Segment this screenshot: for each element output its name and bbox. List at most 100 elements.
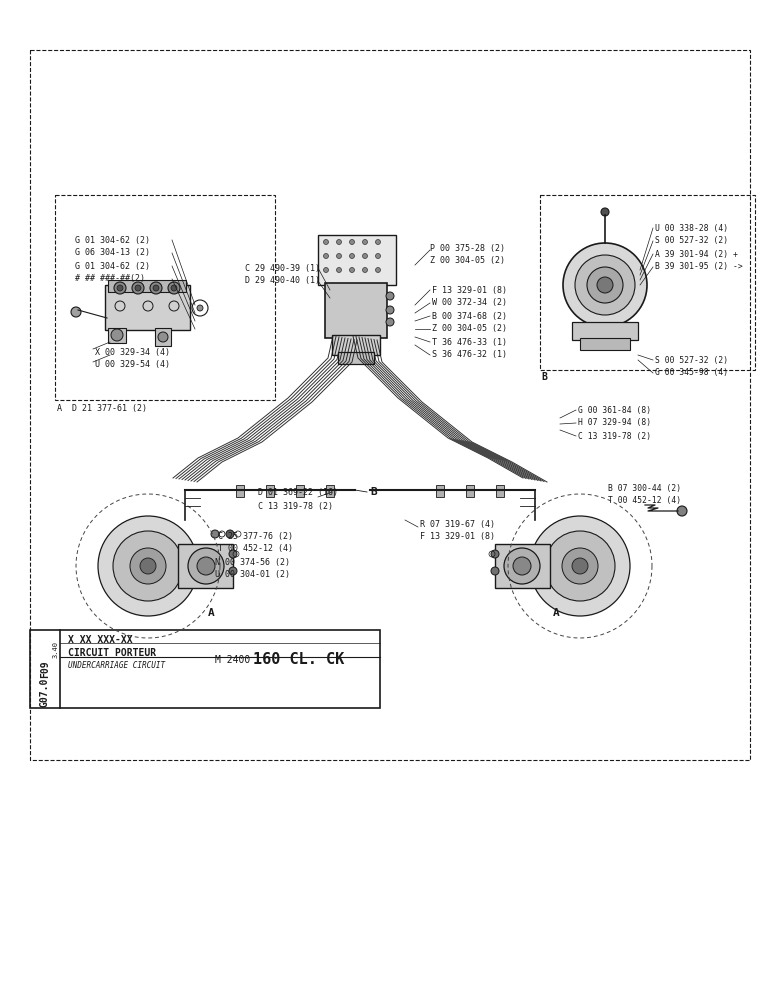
Text: UNDERCARRIAGE CIRCUIT: UNDERCARRIAGE CIRCUIT xyxy=(68,662,165,670)
Text: # ## ###-##(2): # ## ###-##(2) xyxy=(75,274,145,284)
Text: X 00 329-34 (4): X 00 329-34 (4) xyxy=(95,348,170,357)
Text: R 07 319-67 (4): R 07 319-67 (4) xyxy=(420,520,495,528)
Text: F 13 329-01 (8): F 13 329-01 (8) xyxy=(432,286,507,294)
Circle shape xyxy=(350,253,354,258)
Circle shape xyxy=(226,530,234,538)
Text: T 00 452-12 (4): T 00 452-12 (4) xyxy=(608,496,681,506)
Circle shape xyxy=(171,285,177,291)
Text: U 00 338-28 (4): U 00 338-28 (4) xyxy=(655,224,728,232)
Bar xyxy=(236,485,244,497)
Circle shape xyxy=(117,285,123,291)
Bar xyxy=(318,235,396,285)
Text: B 39 301-95 (2) ->: B 39 301-95 (2) -> xyxy=(655,262,743,271)
Bar xyxy=(30,630,380,708)
Text: D 01 369-22 (16): D 01 369-22 (16) xyxy=(258,488,338,497)
Text: 3.40: 3.40 xyxy=(53,642,59,658)
Text: X XX XXX-XX: X XX XXX-XX xyxy=(68,635,133,645)
Circle shape xyxy=(188,548,224,584)
Circle shape xyxy=(337,253,341,258)
Circle shape xyxy=(211,530,219,538)
Text: F 13 329-01 (8): F 13 329-01 (8) xyxy=(420,532,495,542)
Circle shape xyxy=(375,239,381,244)
Circle shape xyxy=(197,305,203,311)
Bar xyxy=(540,195,755,370)
Bar xyxy=(108,328,126,343)
Circle shape xyxy=(337,267,341,272)
Circle shape xyxy=(323,239,329,244)
Circle shape xyxy=(130,548,166,584)
Circle shape xyxy=(375,267,381,272)
Circle shape xyxy=(545,531,615,601)
Text: G 00 361-84 (8): G 00 361-84 (8) xyxy=(578,406,651,414)
Circle shape xyxy=(601,208,609,216)
Circle shape xyxy=(229,567,237,575)
Text: A: A xyxy=(553,608,560,618)
Text: P 00 375-28 (2): P 00 375-28 (2) xyxy=(430,243,505,252)
Circle shape xyxy=(135,285,141,291)
Text: N 00 374-56 (2): N 00 374-56 (2) xyxy=(215,558,290,566)
Circle shape xyxy=(587,267,623,303)
Bar xyxy=(580,338,630,350)
Text: S 00 527-32 (2): S 00 527-32 (2) xyxy=(655,236,728,245)
Text: G07.0: G07.0 xyxy=(40,677,50,707)
Bar xyxy=(178,544,233,588)
Text: A: A xyxy=(208,608,215,618)
Circle shape xyxy=(386,318,394,326)
Bar xyxy=(325,283,387,338)
Text: A  D 21 377-61 (2): A D 21 377-61 (2) xyxy=(57,403,147,412)
Circle shape xyxy=(111,329,123,341)
Circle shape xyxy=(575,255,635,315)
Circle shape xyxy=(572,558,588,574)
Circle shape xyxy=(513,557,531,575)
Text: S 36 476-32 (1): S 36 476-32 (1) xyxy=(432,351,507,360)
Circle shape xyxy=(563,243,647,327)
Text: B 07 300-44 (2): B 07 300-44 (2) xyxy=(608,484,681,492)
Circle shape xyxy=(113,531,183,601)
Text: U 00 329-54 (4): U 00 329-54 (4) xyxy=(95,360,170,369)
Circle shape xyxy=(363,267,367,272)
Bar xyxy=(55,195,275,400)
Bar xyxy=(30,50,750,760)
Circle shape xyxy=(132,282,144,294)
Text: S 00 527-32 (2): S 00 527-32 (2) xyxy=(655,356,728,364)
Bar xyxy=(296,485,304,497)
Circle shape xyxy=(491,550,499,558)
Circle shape xyxy=(562,548,598,584)
Circle shape xyxy=(323,253,329,258)
Text: H 07 329-94 (8): H 07 329-94 (8) xyxy=(578,418,651,428)
Text: Z 00 304-05 (2): Z 00 304-05 (2) xyxy=(432,324,507,334)
Bar xyxy=(266,485,274,497)
Bar xyxy=(326,485,334,497)
Text: B: B xyxy=(370,487,377,497)
Circle shape xyxy=(363,239,367,244)
Circle shape xyxy=(71,307,81,317)
Bar xyxy=(436,485,444,497)
Text: F09: F09 xyxy=(40,660,50,678)
Bar xyxy=(338,352,374,364)
Text: C 13 319-78 (2): C 13 319-78 (2) xyxy=(578,432,651,440)
Circle shape xyxy=(168,282,180,294)
Circle shape xyxy=(323,267,329,272)
Bar xyxy=(105,285,190,330)
Circle shape xyxy=(153,285,159,291)
Bar xyxy=(496,485,504,497)
Text: U 00 304-01 (2): U 00 304-01 (2) xyxy=(215,570,290,580)
Text: C 29 490-39 (1): C 29 490-39 (1) xyxy=(245,263,320,272)
Bar xyxy=(155,328,171,346)
Circle shape xyxy=(140,558,156,574)
Circle shape xyxy=(363,253,367,258)
Circle shape xyxy=(350,267,354,272)
Circle shape xyxy=(597,277,613,293)
Text: G 01 304-62 (2): G 01 304-62 (2) xyxy=(75,235,150,244)
Circle shape xyxy=(491,567,499,575)
Text: CIRCUIT PORTEUR: CIRCUIT PORTEUR xyxy=(68,648,156,658)
Text: G 06 304-13 (2): G 06 304-13 (2) xyxy=(75,248,150,257)
Bar xyxy=(332,335,380,355)
Text: M 2400: M 2400 xyxy=(215,655,250,665)
Circle shape xyxy=(150,282,162,294)
Bar xyxy=(495,544,550,588)
Circle shape xyxy=(197,557,215,575)
Text: G 00 345-98 (4): G 00 345-98 (4) xyxy=(655,368,728,377)
Text: T 36 476-33 (1): T 36 476-33 (1) xyxy=(432,338,507,347)
Circle shape xyxy=(350,239,354,244)
